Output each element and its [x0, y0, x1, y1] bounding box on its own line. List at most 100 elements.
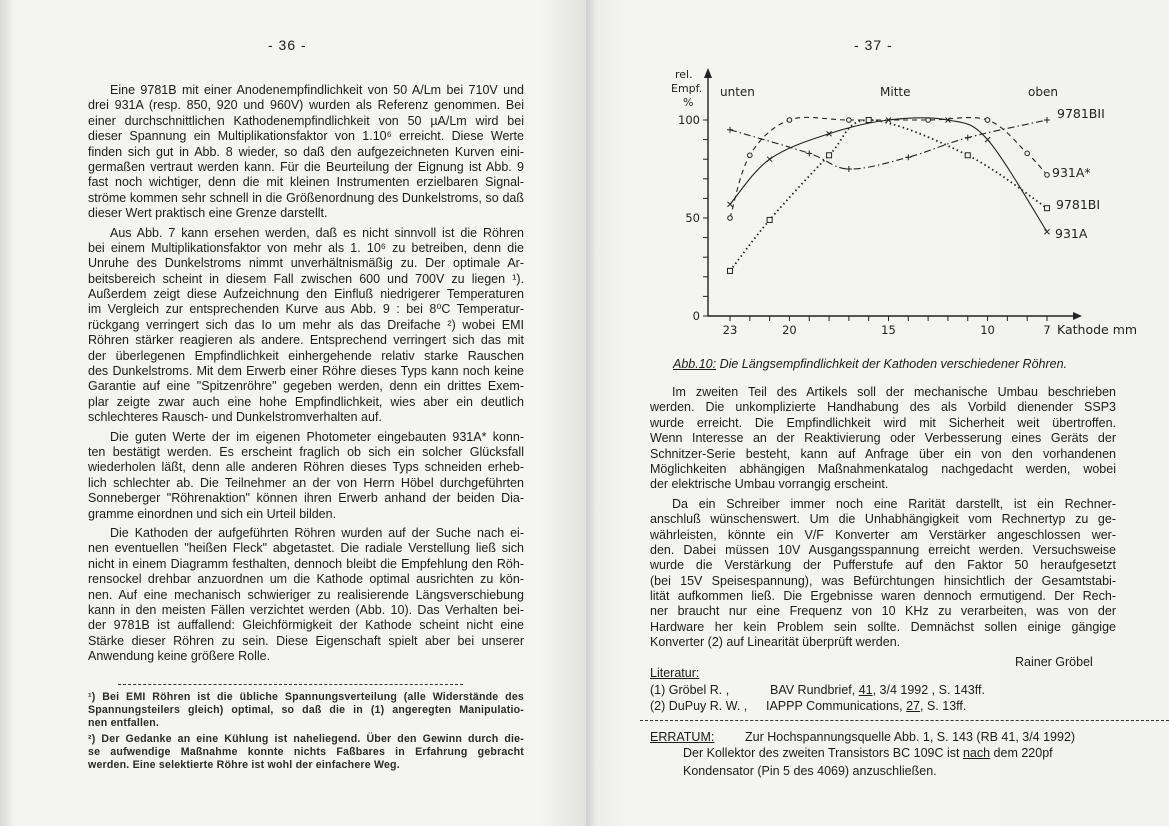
cross-marker: [885, 117, 892, 123]
plus-marker: [905, 154, 912, 161]
left-body-text: Eine 9781B mit einer Anodenempfindlichke…: [88, 83, 524, 668]
text-line: Möglichkeiten abhängigen Maßnahmenkatalo…: [650, 461, 1116, 476]
right-page: - 37 - Abb.10: Die Längsempfindlichkeit …: [586, 0, 1169, 826]
y-axis-label-part: Empf.: [671, 82, 702, 95]
erratum-line-1: Zur Hochspannungsquelle Abb. 1, S. 143 (…: [745, 730, 1076, 744]
erratum-line-3: Kondensator (Pin 5 des 4069) anzuschließ…: [683, 764, 937, 778]
plus-marker: [964, 134, 971, 141]
author: Rainer Gröbel: [1015, 655, 1093, 669]
square-marker: [826, 152, 833, 159]
x-tick-label: 20: [782, 323, 797, 337]
circle-marker: [846, 117, 852, 123]
erratum-emphasis: nach: [962, 746, 991, 760]
text-line: ner braucht nur eine Frequenz von 10 KHz…: [650, 604, 1116, 619]
footnote-line: ²) Der Gedanke an eine Kühlung ist nahel…: [88, 732, 524, 745]
reference-source: IAPPP Communications, 27, S. 13ff.: [766, 699, 966, 713]
reference-pre: IAPPP Communications,: [766, 699, 907, 713]
x-tick-label: 10: [980, 323, 995, 337]
text-line: fast noch wichtiger, denn die mit kleine…: [88, 175, 524, 190]
text-line: kann in den meisten Fällen verzichtet we…: [88, 602, 524, 617]
page-number: - 36 -: [268, 37, 307, 53]
text-line: nen. Auf eine mechanisch schwieriger zu …: [88, 587, 524, 602]
text-line: nicht in einem Diagramm festhalten, denn…: [88, 556, 524, 571]
reference-pre: BAV Rundbrief,: [770, 683, 859, 697]
text-line: der 9781B ist auffallend: Gleichförmigke…: [88, 618, 524, 633]
erratum-text: dem 220pf: [990, 746, 1053, 760]
text-line: Die Kathoden der aufgeführten Röhren wur…: [110, 525, 524, 540]
text-line: wurde erreicht. Die Empfindlichkeit wird…: [650, 415, 1116, 430]
cross-marker: [1044, 228, 1050, 235]
text-line: der überlegenen Empfindlichkeit einherge…: [88, 348, 524, 363]
cross-marker: [984, 136, 991, 143]
text-line: dieser Spannung ein Multiplikationsfakto…: [88, 129, 524, 144]
text-line: rensockel drehbar anzuordnen um die Kath…: [88, 572, 524, 587]
text-line: Schnitzer-Serie besteht, kann auf Anfrag…: [650, 446, 1116, 461]
footnotes: ¹) Bei EMI Röhren ist die übliche Spannu…: [88, 691, 524, 774]
reference-post: , 3/4 1992 , S. 143ff.: [872, 683, 985, 697]
circle-marker: [747, 152, 753, 159]
text-line: Außerdem zeigt diese Aufzeichnung den Ei…: [88, 287, 524, 302]
text-line: der elektrische Umbau vorrangig erschein…: [650, 477, 889, 492]
circle-marker: [786, 117, 793, 123]
paragraph: Die Kathoden der aufgeführten Röhren wur…: [88, 526, 524, 665]
y-tick-label: 0: [693, 309, 700, 323]
reference-author: (1) Gröbel R. ,: [650, 683, 730, 697]
series-label: 931A: [1055, 226, 1088, 241]
paragraph: Da ein Schreiber immer noch eine Rarität…: [650, 497, 1116, 651]
series-line-9781BI: [729, 119, 1048, 272]
square-marker: [865, 117, 872, 123]
text-line: wurde die Verstärkung der Pufferstufe au…: [650, 558, 1116, 573]
series-label: 9781BI: [1056, 197, 1100, 212]
x-axis-label: Kathode mm: [1057, 322, 1137, 337]
square-marker: [1044, 205, 1050, 212]
text-line: Stärke dieser Röhren zu sein. Diese Eige…: [88, 633, 524, 648]
text-line: des Dunkelstroms. Mit dem Erwerb einer R…: [88, 364, 524, 379]
erratum-label: ERRATUM:: [650, 730, 715, 744]
right-body-text: Im zweiten Teil des Artikels soll der me…: [650, 385, 1116, 655]
x-tick-label: 7: [1043, 323, 1050, 337]
text-line: Eine 9781B mit einer Anodenempfindlichke…: [110, 83, 524, 97]
plus-marker: [727, 126, 733, 133]
paragraph: Die guten Werte der im eigenen Photomete…: [88, 430, 524, 522]
text-line: Röhren stärker reagieren als andere. Ent…: [88, 333, 524, 348]
series-line-931A*: [729, 116, 1048, 219]
text-line: ströme kommen sehr schnell in die Größen…: [88, 190, 524, 205]
text-line: rückgang verringert sich das Io um mehr …: [88, 317, 524, 332]
footnote-line: ¹) Bei EMI Röhren ist die übliche Spannu…: [88, 691, 524, 703]
text-line: Wenn Interesse an der Reaktivierung oder…: [650, 431, 1116, 446]
text-line: den. Dabei müssen 10V Ausgangsspannung e…: [650, 542, 1116, 557]
y-axis-label-part: rel.: [675, 68, 693, 81]
series-label: 9781BII: [1057, 106, 1105, 121]
cross-marker: [945, 117, 951, 123]
region-label: Mitte: [880, 85, 910, 99]
region-label: unten: [720, 85, 755, 99]
x-tick-label: 23: [723, 323, 738, 337]
footnote: ²) Der Gedanke an eine Kühlung ist nahel…: [88, 733, 524, 773]
figure-caption: Abb.10: Die Längsempfindlichkeit der Kat…: [673, 357, 1067, 371]
text-line: Garantie auf eine "Spitzenröhre" gegeben…: [88, 379, 524, 394]
text-line: im Vergleich zur entsprechenden Kurve au…: [88, 302, 524, 317]
square-marker: [766, 216, 773, 223]
x-tick-label: 15: [881, 323, 896, 337]
reference-source: BAV Rundbrief, 41, 3/4 1992 , S. 143ff.: [770, 683, 985, 697]
text-line: Anwendung keine größere Rolle.: [88, 649, 271, 664]
text-line: werden. Die unkomplizierte Handhabung de…: [650, 400, 1116, 415]
text-line: Aus Abb. 7 kann ersehen werden, daß es n…: [110, 225, 524, 240]
reference-post: , S. 13ff.: [920, 699, 967, 713]
text-line: währleisten, könnte ein V/F Konverter am…: [650, 527, 1116, 542]
circle-marker: [1044, 172, 1050, 178]
left-page: - 36 - Eine 9781B mit einer Anodenempfin…: [0, 0, 586, 826]
footnote-line: werden. Eine selektierte Röhre ist wohl …: [88, 758, 400, 771]
literature-heading: Literatur:: [650, 666, 700, 680]
text-line: anschluß wünschenswert. Um die Unhabhäng…: [650, 512, 1116, 527]
region-label: oben: [1028, 85, 1058, 99]
plus-marker: [845, 166, 852, 172]
text-line: einer durchschnittlichen Kathodenempfind…: [88, 113, 524, 128]
text-line: ten bestätigt werden. Es erscheint fragl…: [88, 444, 524, 459]
text-line: Konverter (2) auf Linearität überprüft w…: [650, 635, 901, 650]
reference-author: (2) DuPuy R. W. ,: [650, 699, 748, 713]
circle-marker: [984, 117, 991, 123]
erratum-line-2: Der Kollektor des zweiten Transistors BC…: [683, 746, 1053, 760]
text-line: Die guten Werte der im eigenen Photomete…: [110, 429, 524, 444]
